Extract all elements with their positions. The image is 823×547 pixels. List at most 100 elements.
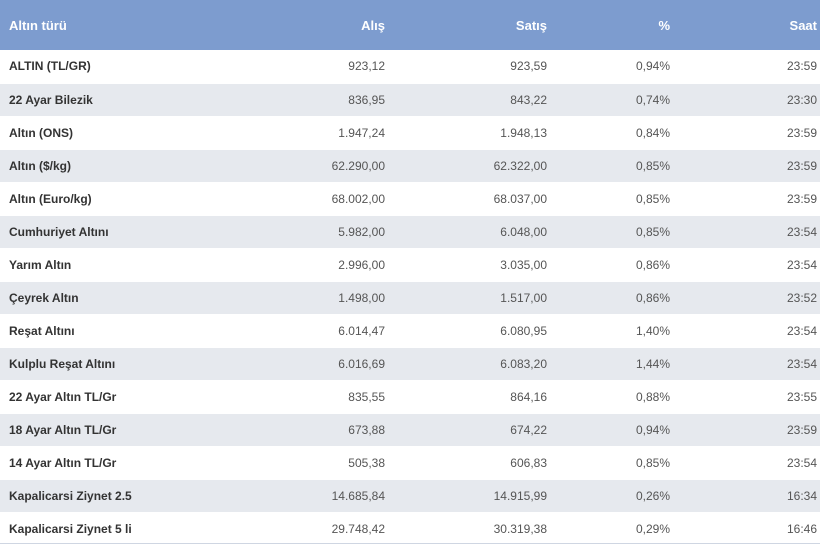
- cell-buy-price: 5.982,00: [243, 215, 387, 249]
- cell-time: 23:59: [678, 149, 820, 183]
- header-sell[interactable]: Satış: [515, 17, 547, 33]
- cell-sell-price: 62.322,00: [387, 149, 550, 183]
- cell-buy-price: 29.748,42: [243, 512, 387, 546]
- cell-buy-price: 923,12: [243, 50, 387, 84]
- cell-change-percent: 0,86%: [550, 281, 678, 315]
- cell-sell-price: 6.048,00: [387, 215, 550, 249]
- table-body: ALTIN (TL/GR) 923,12 923,59 0,94% 23:59 22 Ay…: [0, 50, 820, 546]
- table-row: Yarım Altın 2.996,00 3.035,00 0,86% 23:54: [0, 248, 820, 282]
- cell-change-percent: 0,85%: [550, 446, 678, 480]
- cell-time: 23:54: [678, 446, 820, 480]
- table-header: Altın türü Alış Satış % Saat: [0, 0, 820, 50]
- header-gold-type[interactable]: Altın türü: [9, 17, 67, 33]
- table-row: ALTIN (TL/GR) 923,12 923,59 0,94% 23:59: [0, 50, 820, 84]
- cell-change-percent: 0,88%: [550, 380, 678, 414]
- cell-gold-type: 14 Ayar Altın TL/Gr: [0, 446, 243, 480]
- table-row: Kapalicarsi Ziynet 5 li 29.748,42 30.319,3…: [0, 512, 820, 546]
- cell-change-percent: 0,29%: [550, 512, 678, 546]
- table-row: Altın (Euro/kg) 68.002,00 68.037,00 0,85% 23…: [0, 182, 820, 216]
- cell-gold-type: Kapalicarsi Ziynet 5 li: [0, 512, 243, 546]
- cell-change-percent: 0,85%: [550, 149, 678, 183]
- cell-sell-price: 1.948,13: [387, 116, 550, 150]
- header-percent[interactable]: %: [658, 17, 670, 33]
- cell-sell-price: 923,59: [387, 50, 550, 84]
- cell-change-percent: 1,40%: [550, 314, 678, 348]
- cell-buy-price: 505,38: [243, 446, 387, 480]
- cell-gold-type: Yarım Altın: [0, 248, 243, 282]
- table-row: Reşat Altını 6.014,47 6.080,95 1,40% 23:54: [0, 314, 820, 348]
- cell-sell-price: 843,22: [387, 83, 550, 117]
- cell-change-percent: 0,94%: [550, 413, 678, 447]
- cell-change-percent: 0,86%: [550, 248, 678, 282]
- cell-change-percent: 0,74%: [550, 83, 678, 117]
- cell-change-percent: 0,94%: [550, 50, 678, 84]
- cell-buy-price: 835,55: [243, 380, 387, 414]
- cell-time: 23:54: [678, 248, 820, 282]
- table-row: 22 Ayar Bilezik 836,95 843,22 0,74% 23:30: [0, 83, 820, 117]
- table-bottom-border: [0, 543, 820, 544]
- cell-buy-price: 6.014,47: [243, 314, 387, 348]
- cell-sell-price: 674,22: [387, 413, 550, 447]
- header-time[interactable]: Saat: [789, 17, 817, 33]
- cell-sell-price: 68.037,00: [387, 182, 550, 216]
- cell-sell-price: 14.915,99: [387, 479, 550, 513]
- cell-time: 16:46: [678, 512, 820, 546]
- cell-buy-price: 1.498,00: [243, 281, 387, 315]
- table-row: Cumhuriyet Altını 5.982,00 6.048,00 0,85% 23…: [0, 215, 820, 249]
- cell-change-percent: 0,84%: [550, 116, 678, 150]
- table-row: 22 Ayar Altın TL/Gr 835,55 864,16 0,88% 23:5…: [0, 380, 820, 414]
- table-row: Çeyrek Altın 1.498,00 1.517,00 0,86% 23:52: [0, 281, 820, 315]
- table-row: 18 Ayar Altın TL/Gr 673,88 674,22 0,94% 23:5…: [0, 413, 820, 447]
- cell-gold-type: ALTIN (TL/GR): [0, 50, 243, 84]
- cell-sell-price: 1.517,00: [387, 281, 550, 315]
- cell-change-percent: 0,85%: [550, 182, 678, 216]
- cell-buy-price: 6.016,69: [243, 347, 387, 381]
- cell-gold-type: Altın (ONS): [0, 116, 243, 150]
- cell-gold-type: Altın (Euro/kg): [0, 182, 243, 216]
- cell-buy-price: 1.947,24: [243, 116, 387, 150]
- cell-gold-type: Kapalicarsi Ziynet 2.5: [0, 479, 243, 513]
- cell-time: 23:54: [678, 314, 820, 348]
- cell-sell-price: 30.319,38: [387, 512, 550, 546]
- cell-change-percent: 0,85%: [550, 215, 678, 249]
- cell-gold-type: Altın ($/kg): [0, 149, 243, 183]
- cell-time: 23:54: [678, 347, 820, 381]
- cell-gold-type: 18 Ayar Altın TL/Gr: [0, 413, 243, 447]
- cell-gold-type: Cumhuriyet Altını: [0, 215, 243, 249]
- cell-sell-price: 606,83: [387, 446, 550, 480]
- table-row: 14 Ayar Altın TL/Gr 505,38 606,83 0,85% 23:5…: [0, 446, 820, 480]
- cell-sell-price: 6.080,95: [387, 314, 550, 348]
- cell-time: 23:54: [678, 215, 820, 249]
- table-row: Kulplu Reşat Altını 6.016,69 6.083,20 1,44%…: [0, 347, 820, 381]
- cell-buy-price: 836,95: [243, 83, 387, 117]
- cell-gold-type: Kulplu Reşat Altını: [0, 347, 243, 381]
- cell-time: 23:59: [678, 116, 820, 150]
- header-row: Altın türü Alış Satış % Saat: [0, 0, 820, 50]
- cell-time: 23:30: [678, 83, 820, 117]
- cell-sell-price: 3.035,00: [387, 248, 550, 282]
- cell-gold-type: Reşat Altını: [0, 314, 243, 348]
- header-buy[interactable]: Alış: [361, 17, 385, 33]
- cell-time: 16:34: [678, 479, 820, 513]
- cell-time: 23:59: [678, 182, 820, 216]
- cell-sell-price: 6.083,20: [387, 347, 550, 381]
- cell-gold-type: 22 Ayar Altın TL/Gr: [0, 380, 243, 414]
- cell-gold-type: 22 Ayar Bilezik: [0, 83, 243, 117]
- table-row: Altın (ONS) 1.947,24 1.948,13 0,84% 23:59: [0, 116, 820, 150]
- cell-time: 23:59: [678, 413, 820, 447]
- table-row: Altın ($/kg) 62.290,00 62.322,00 0,85% 23:59: [0, 149, 820, 183]
- cell-gold-type: Çeyrek Altın: [0, 281, 243, 315]
- table-row: Kapalicarsi Ziynet 2.5 14.685,84 14.915,99…: [0, 479, 820, 513]
- cell-buy-price: 14.685,84: [243, 479, 387, 513]
- cell-buy-price: 2.996,00: [243, 248, 387, 282]
- cell-time: 23:52: [678, 281, 820, 315]
- cell-buy-price: 673,88: [243, 413, 387, 447]
- cell-change-percent: 0,26%: [550, 479, 678, 513]
- cell-time: 23:55: [678, 380, 820, 414]
- cell-buy-price: 68.002,00: [243, 182, 387, 216]
- cell-time: 23:59: [678, 50, 820, 84]
- cell-buy-price: 62.290,00: [243, 149, 387, 183]
- cell-change-percent: 1,44%: [550, 347, 678, 381]
